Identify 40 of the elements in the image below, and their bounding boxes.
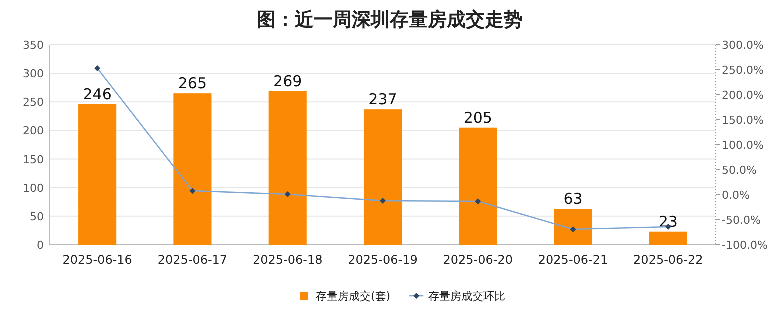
- legend-label: 存量房成交环比: [428, 290, 506, 303]
- bar: [554, 209, 592, 245]
- x-tick-label: 2025-06-17: [158, 253, 228, 267]
- y2-tick-label: 200.0%: [722, 89, 764, 102]
- data-label: 246: [83, 85, 112, 104]
- y-tick-label: 250: [23, 96, 44, 110]
- y-tick-label: 200: [23, 124, 44, 138]
- bar: [459, 128, 498, 245]
- x-tick-label: 2025-06-22: [634, 253, 704, 267]
- x-tick-label: 2025-06-21: [538, 253, 608, 267]
- data-label: 237: [368, 90, 398, 109]
- x-tick-label: 2025-06-18: [252, 253, 323, 267]
- chart-title: 图：近一周深圳存量房成交走势: [257, 9, 523, 31]
- bar: [174, 94, 212, 245]
- y2-tick-label: 0.0%: [722, 189, 750, 202]
- data-label: 205: [464, 108, 492, 127]
- y-tick-label: 0: [37, 239, 44, 252]
- y-tick-label: 150: [23, 153, 44, 166]
- data-label: 269: [274, 72, 302, 90]
- bar: [364, 110, 402, 245]
- bar: [268, 91, 307, 245]
- x-tick-label: 2025-06-19: [348, 253, 418, 267]
- legend-label: 存量房成交(套): [316, 290, 391, 303]
- y2-tick-label: -50.0%: [722, 214, 761, 227]
- y-tick-label: 350: [23, 39, 44, 52]
- data-label: 63: [564, 190, 583, 208]
- y2-tick-label: 100.0%: [722, 139, 764, 152]
- y2-tick-label: 300.0%: [722, 39, 764, 52]
- y-tick-label: 100: [23, 182, 44, 195]
- y-tick-label: 50: [30, 210, 44, 224]
- bar: [78, 104, 117, 245]
- y2-tick-label: 250.0%: [722, 64, 764, 77]
- data-label: 265: [178, 74, 208, 93]
- y2-tick-label: -100.0%: [722, 239, 768, 252]
- y-tick-label: 300: [23, 68, 44, 81]
- x-tick-label: 2025-06-20: [443, 253, 514, 267]
- x-tick-label: 2025-06-16: [62, 253, 132, 267]
- bar: [649, 232, 688, 245]
- y2-tick-label: 150.0%: [722, 114, 764, 127]
- y2-tick-label: 50.0%: [722, 164, 757, 177]
